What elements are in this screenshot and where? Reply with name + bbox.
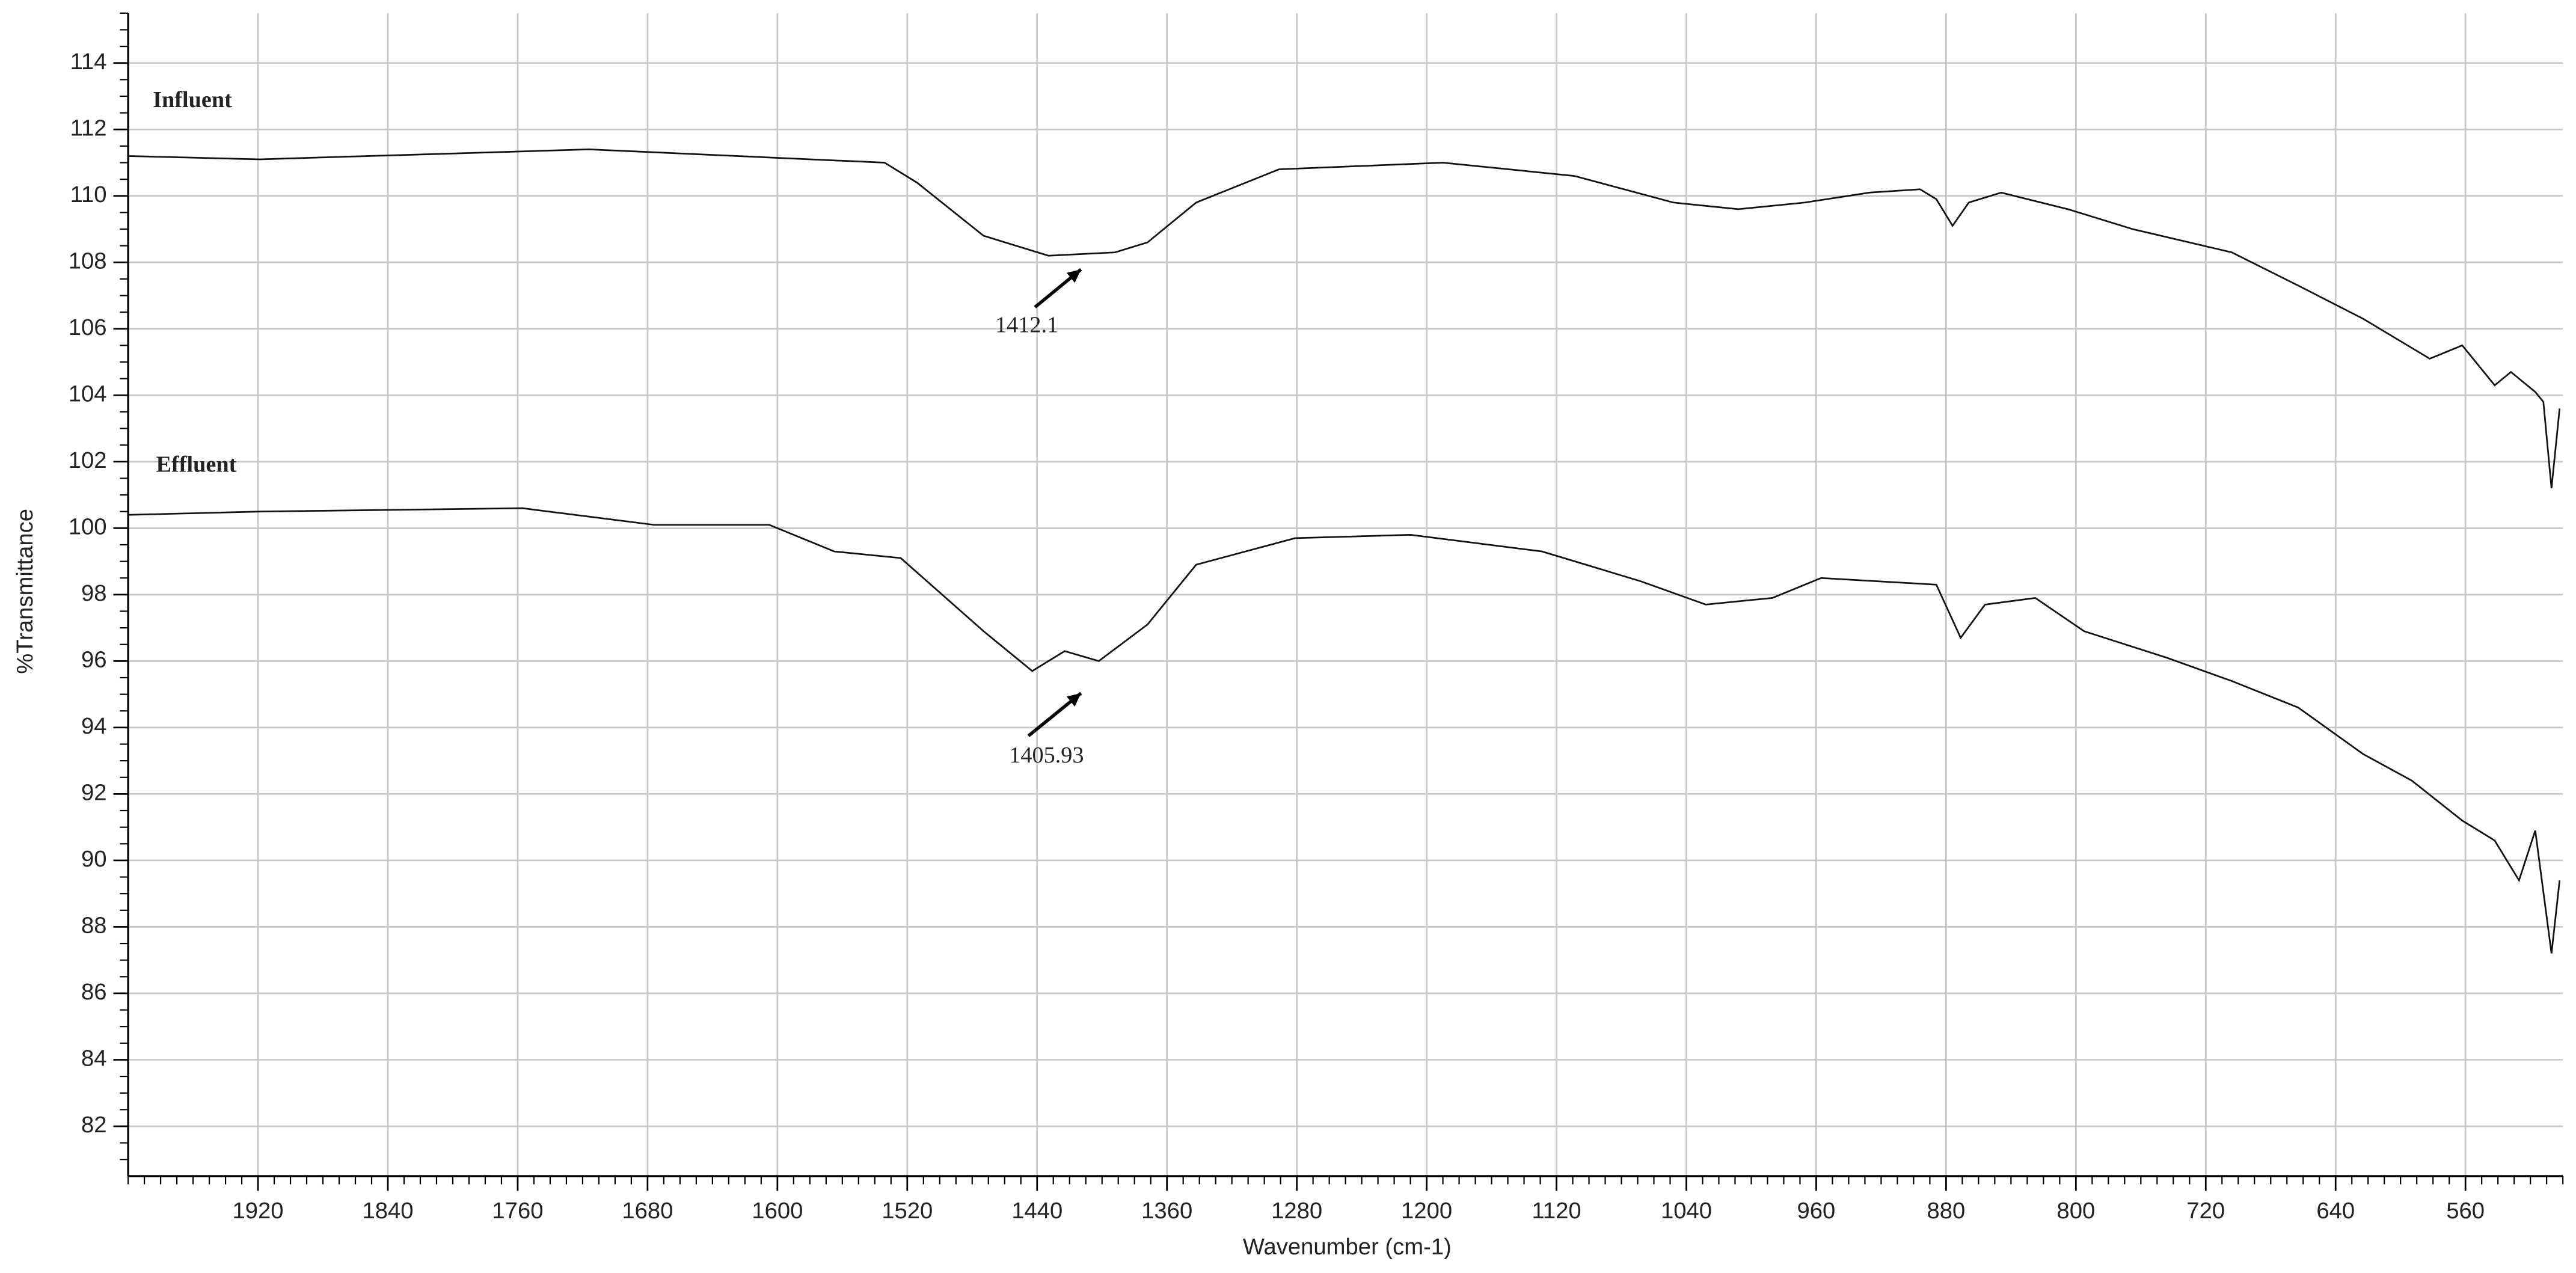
y-tick-label: 98 [81, 580, 107, 606]
y-tick-label: 114 [70, 49, 107, 75]
spectrum-line [128, 149, 2561, 489]
spectrum-line [128, 507, 2561, 954]
y-tick-label: 92 [81, 779, 107, 805]
arrow-head [1066, 269, 1081, 283]
y-tick-label: 104 [69, 381, 107, 406]
x-tick-label: 1760 [492, 1198, 543, 1224]
series-label: Effluent [156, 452, 237, 477]
x-tick-label: 880 [1927, 1198, 1965, 1224]
y-tick-label: 100 [69, 514, 107, 539]
x-tick-label: 560 [2446, 1198, 2485, 1224]
x-tick-label: 1680 [622, 1198, 673, 1224]
y-tick-label: 106 [69, 314, 107, 340]
x-tick-label: 1840 [362, 1198, 413, 1224]
x-tick-label: 960 [1797, 1198, 1836, 1224]
y-tick-label: 94 [81, 713, 107, 739]
x-tick-label: 720 [2186, 1198, 2225, 1224]
x-axis-label: Wavenumber (cm-1) [1243, 1234, 1452, 1260]
x-tick-label: 800 [2056, 1198, 2095, 1224]
y-tick-label: 84 [81, 1046, 107, 1072]
y-tick-label: 102 [69, 447, 107, 473]
y-tick-label: 110 [70, 182, 107, 207]
x-tick-label: 640 [2316, 1198, 2355, 1224]
y-tick-label: 86 [81, 979, 107, 1005]
arrow-head [1066, 693, 1081, 707]
y-tick-label: 88 [81, 913, 107, 939]
annotation: 1412.1 [995, 312, 1058, 337]
y-axis-label: %Transmittance [12, 509, 38, 674]
y-tick-label: 90 [81, 846, 107, 872]
x-tick-label: 1360 [1141, 1198, 1192, 1224]
y-tick-label: 82 [81, 1112, 107, 1138]
x-tick-label: 1040 [1661, 1198, 1712, 1224]
y-tick-label: 108 [69, 248, 107, 274]
y-tick-label: 96 [81, 646, 107, 672]
x-tick-label: 1120 [1532, 1198, 1581, 1224]
x-tick-label: 1280 [1271, 1198, 1322, 1224]
y-tick-label: 112 [70, 115, 107, 141]
x-tick-label: 1520 [882, 1198, 933, 1224]
x-tick-label: 1920 [233, 1198, 284, 1224]
x-tick-label: 1200 [1401, 1198, 1452, 1224]
x-tick-label: 1600 [752, 1198, 803, 1224]
annotation: 1405.93 [1009, 743, 1084, 768]
series-label: Influent [153, 87, 232, 112]
x-tick-label: 1440 [1011, 1198, 1063, 1224]
